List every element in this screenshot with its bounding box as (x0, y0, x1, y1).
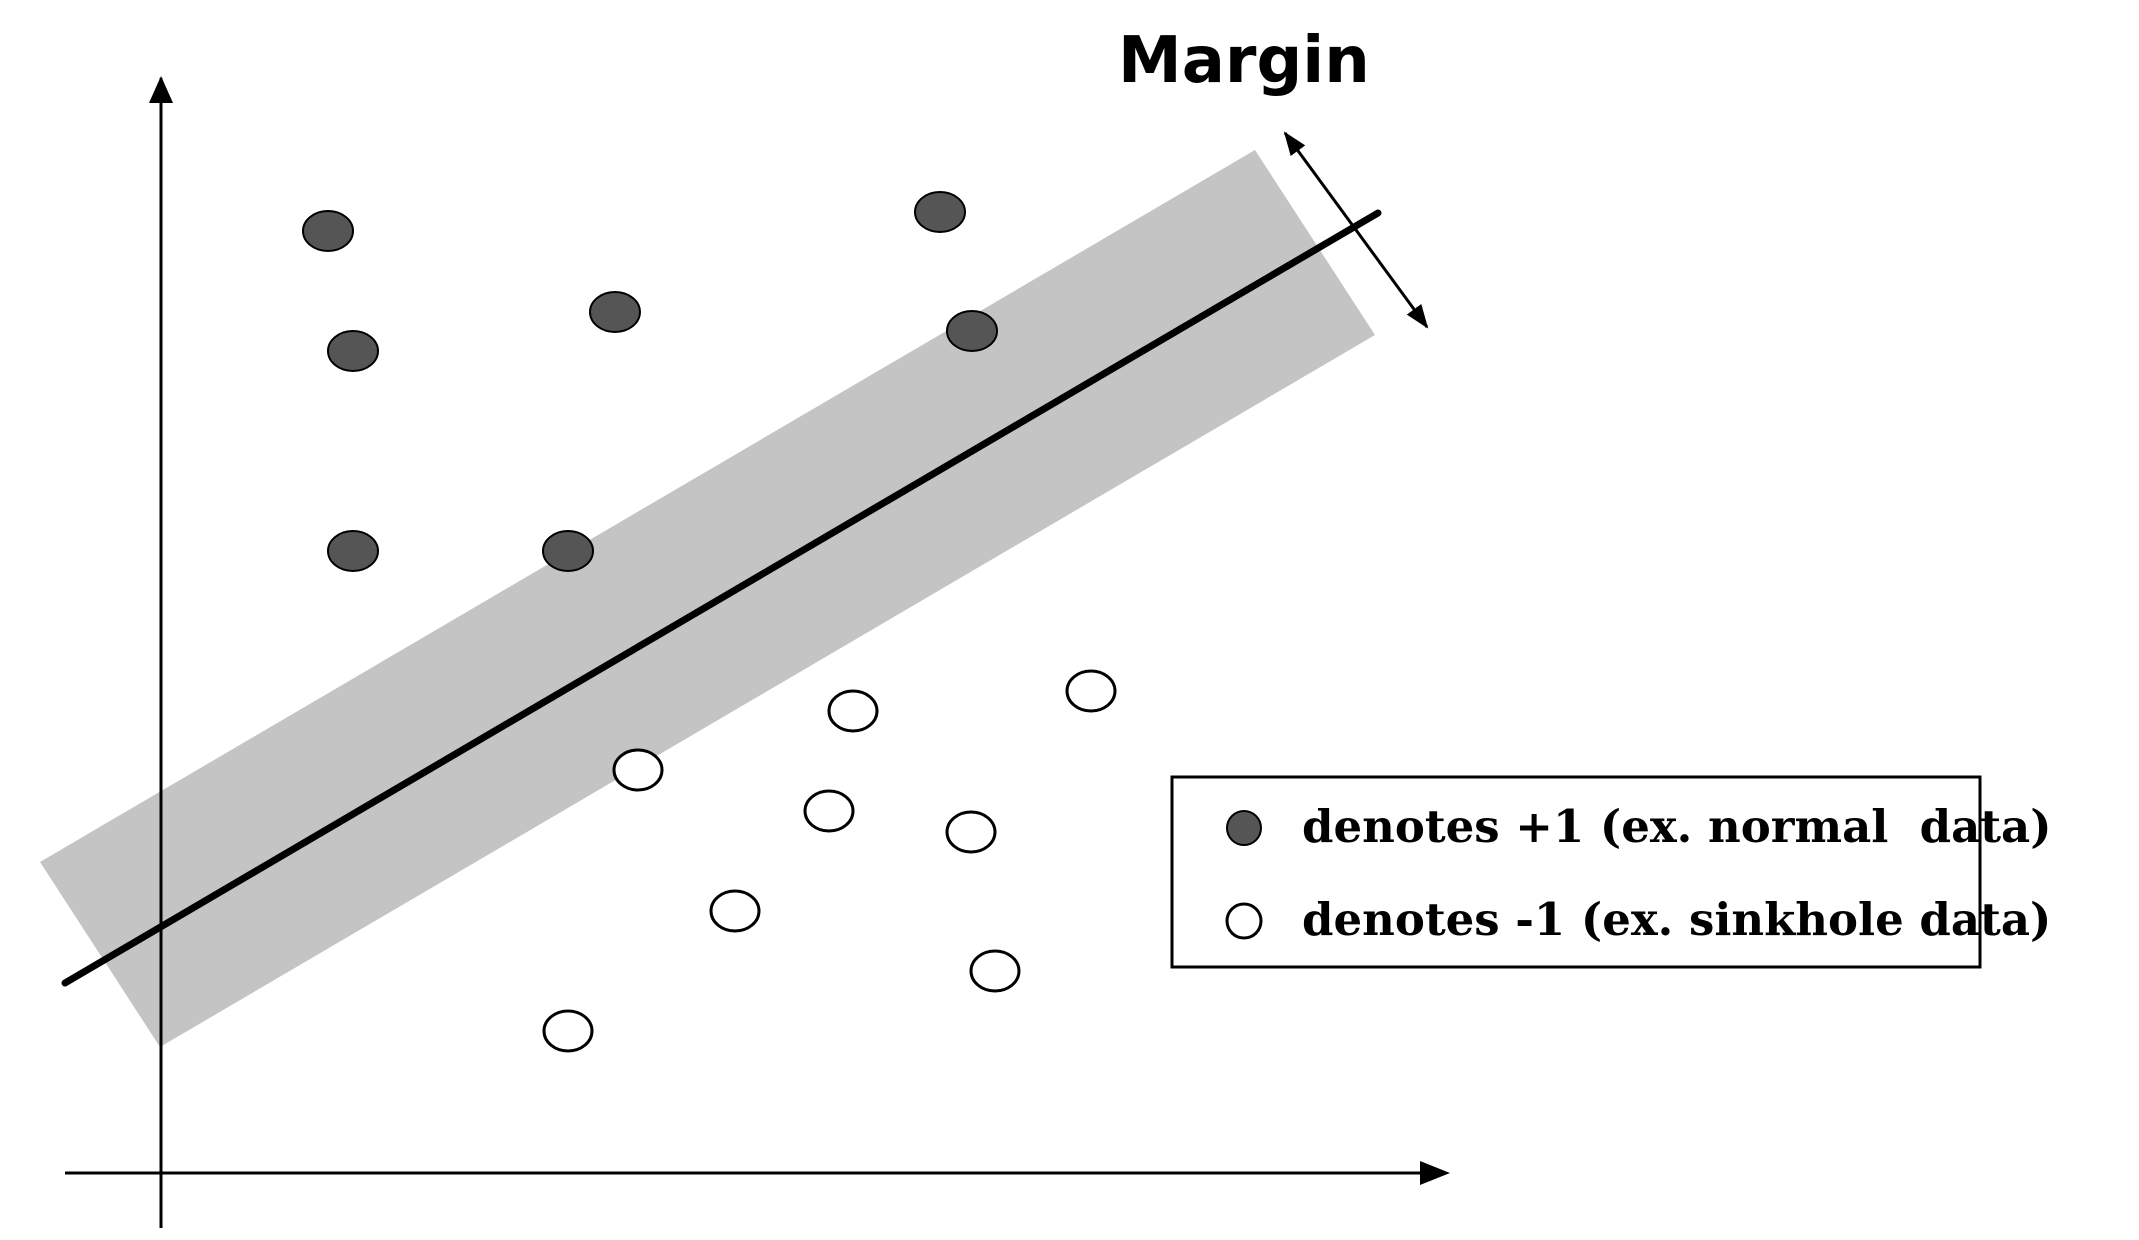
legend-negative-label: denotes -1 (ex. sinkhole data) (1302, 893, 2051, 946)
positive-point (589, 291, 641, 333)
axes (65, 76, 1450, 1228)
positive-point (327, 530, 379, 572)
negative-point (827, 689, 879, 733)
margin-band (40, 150, 1375, 1047)
legend-positive-marker (1226, 810, 1262, 846)
y-axis-arrowhead (149, 76, 173, 103)
legend: denotes +1 (ex. normal data) denotes -1 … (1170, 775, 2052, 969)
negative-point (969, 949, 1021, 993)
negative-point (542, 1009, 594, 1053)
positive-point (914, 191, 966, 233)
positive-points (302, 191, 998, 572)
legend-box (1170, 775, 1982, 969)
negative-point (612, 748, 664, 792)
positive-point (542, 530, 594, 572)
positive-point (946, 310, 998, 352)
negative-points (542, 669, 1117, 1053)
negative-point (709, 889, 761, 933)
margin-arrow (1283, 131, 1429, 329)
negative-point (803, 789, 855, 833)
negative-point (945, 810, 997, 854)
x-axis-arrowhead (1420, 1161, 1450, 1185)
legend-negative-marker (1225, 902, 1263, 940)
separating-line (61, 209, 1382, 987)
negative-point (1065, 669, 1117, 713)
legend-positive-label: denotes +1 (ex. normal data) (1302, 800, 2052, 853)
positive-point (327, 330, 379, 372)
positive-point (302, 210, 354, 252)
margin-title: Margin (1118, 24, 1370, 98)
